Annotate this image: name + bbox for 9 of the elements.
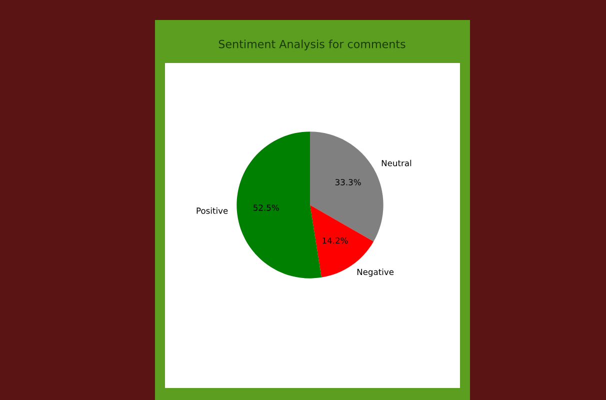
slice-label: Positive	[196, 207, 228, 214]
data-label: 33.3%	[335, 179, 361, 186]
pie-slice	[310, 132, 384, 242]
slice-label: Neutral	[382, 160, 412, 166]
chart-title: Sentiment Analysis for comments	[218, 40, 406, 50]
slice-label: Negative	[357, 268, 394, 277]
data-label: 14.2%	[322, 237, 348, 244]
pie-slice	[236, 132, 322, 278]
data-label: 52.5%	[254, 204, 279, 211]
